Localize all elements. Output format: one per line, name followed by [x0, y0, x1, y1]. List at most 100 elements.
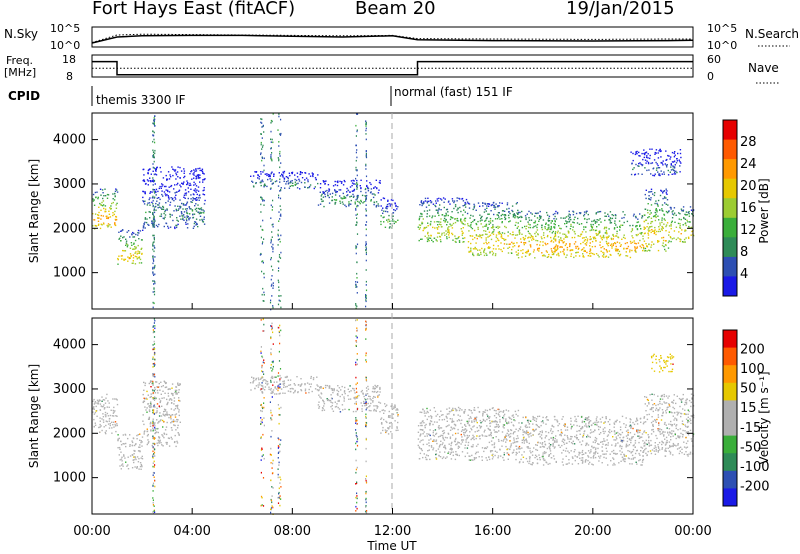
nave-tick-bottom: 0: [707, 70, 714, 83]
velocity-colorbar-tick-7: -200: [740, 479, 770, 494]
power-band-4: [317, 179, 381, 208]
nsearch-tick-top: 10^5: [707, 22, 737, 35]
xtick-label-5: 20:00: [574, 524, 611, 539]
nsky-label: N.Sky: [4, 27, 38, 41]
velocity-vertical-streaks: [152, 318, 368, 515]
velocity-colorbar-swatch-5: [723, 418, 737, 437]
power-band-3: [250, 170, 319, 190]
velocity-colorbar-label: Velocity [m s⁻¹]: [757, 371, 771, 464]
velocity-colorbar-swatch-8: [723, 470, 737, 489]
velocity-colorbar-tick-0: 200: [740, 343, 765, 358]
velocity-ytick-label-3: 4000: [53, 338, 86, 353]
nsky-tick-top: 10^5: [50, 22, 80, 35]
cpid-mode-1: normal (fast) 151 IF: [394, 85, 513, 99]
power-band-2: [142, 166, 206, 230]
power-band-0: [92, 188, 119, 230]
velocity-colorbar-swatch-6: [723, 435, 737, 454]
power-ytick-label-3: 4000: [53, 133, 86, 148]
xtick-label-0: 00:00: [73, 524, 110, 539]
power-yaxis: 1000 2000 3000 4000: [53, 133, 693, 281]
nsky-panel-frame: [91, 26, 694, 48]
beam-label: Beam 20: [355, 0, 436, 19]
velocity-colorbar-swatch-4: [723, 400, 737, 419]
velocity-band-1: [117, 433, 144, 470]
station-title: Fort Hays East (fitACF): [92, 0, 295, 19]
xtick-label-6: 00:00: [674, 524, 711, 539]
nsky-tick-bottom: 10^0: [50, 39, 80, 52]
velocity-colorbar: 200 100 50 15 -15 -50 -100 -200: [722, 329, 770, 507]
velocity-colorbar-swatch-7: [723, 453, 737, 472]
power-colorbar-swatch-8: [723, 276, 737, 297]
xtick-label-2: 08:00: [274, 524, 311, 539]
velocity-ylabel: Slant Range [km]: [27, 364, 41, 468]
velocity-band-2: [142, 380, 181, 448]
velocity-ytick-label-1: 2000: [53, 426, 86, 441]
velocity-band-6: [417, 406, 520, 461]
velocity-band-3: [249, 375, 319, 395]
freq-tick-top: 18: [62, 53, 76, 66]
power-colorbar-swatch-7: [723, 256, 737, 277]
cpid-mode-0: themis 3300 IF: [96, 93, 186, 107]
velocity-colorbar-swatch-9: [723, 488, 737, 507]
power-scatter-group: [92, 113, 695, 311]
power-band-5: [380, 197, 399, 229]
velocity-yaxis: 1000 2000 3000 4000: [53, 338, 693, 486]
velocity-ytick-label-0: 1000: [53, 471, 86, 486]
power-band-6: [417, 197, 469, 243]
power-ytick-label-2: 3000: [53, 177, 86, 192]
velocity-band-8: [643, 393, 695, 457]
power-colorbar-frame: [722, 119, 738, 297]
nsearch-tick-bottom: 10^0: [707, 39, 737, 52]
power-band-9: [643, 188, 670, 252]
velocity-colorbar-tick-2: 50: [740, 382, 757, 397]
freq-series-line: [92, 60, 693, 76]
freq-label: Freq.: [6, 54, 33, 67]
velocity-colorbar-frame: [722, 329, 738, 507]
power-colorbar: 28 24 20 16 12 8 4: [722, 119, 757, 297]
nsky-series-line: [91, 34, 694, 44]
freq-panel-frame: [91, 54, 694, 78]
nave-tick-top: 60: [707, 53, 721, 66]
velocity-colorbar-tick-6: -100: [740, 460, 770, 475]
cpid-label: CPID: [8, 89, 40, 103]
velocity-colorbar-tick-1: 100: [740, 362, 765, 377]
power-colorbar-swatch-6: [723, 237, 737, 258]
power-band-1: [117, 229, 144, 265]
power-colorbar-swatch-2: [723, 159, 737, 180]
power-band-8: [517, 210, 645, 259]
velocity-scatter-group: [92, 318, 695, 515]
power-vertical-streaks: [152, 113, 368, 311]
power-colorbar-swatch-3: [723, 178, 737, 199]
velocity-band-7: [517, 415, 645, 466]
velocity-colorbar-swatch-2: [723, 365, 737, 384]
freq-unit-label: [MHz]: [4, 66, 36, 79]
velocity-colorbar-swatch-0: [723, 330, 737, 349]
power-ytick-label-1: 2000: [53, 221, 86, 236]
power-colorbar-label: Power [dB]: [757, 178, 771, 243]
power-band-10: [668, 206, 695, 243]
power-colorbar-swatch-0: [723, 120, 737, 141]
time-axis-label: Time UT: [366, 539, 417, 553]
time-axis: 00:00 04:00 08:00 12:00 16:00 20:00 00:00: [73, 303, 712, 539]
velocity-colorbar-swatch-3: [723, 382, 737, 401]
nave-label: Nave: [748, 61, 779, 75]
freq-tick-bottom: 8: [66, 70, 73, 83]
velocity-band-5: [380, 403, 399, 435]
velocity-colorbar-tick-4: -15: [740, 421, 761, 436]
date-label: 19/Jan/2015: [566, 0, 675, 19]
power-colorbar-tick-4: 12: [740, 223, 757, 238]
velocity-colorbar-tick-3: 15: [740, 401, 757, 416]
power-colorbar-swatch-1: [723, 139, 737, 160]
power-colorbar-tick-0: 28: [740, 135, 757, 150]
xtick-label-3: 12:00: [374, 524, 411, 539]
power-colorbar-tick-2: 20: [740, 179, 757, 194]
velocity-ytick-label-2: 3000: [53, 382, 86, 397]
xtick-label-4: 16:00: [474, 524, 511, 539]
power-colorbar-tick-3: 16: [740, 201, 757, 216]
power-colorbar-tick-6: 4: [740, 267, 748, 282]
velocity-band-0: [92, 393, 119, 435]
power-band-7: [467, 201, 520, 257]
power-colorbar-swatch-5: [723, 217, 737, 238]
velocity-colorbar-tick-5: -50: [740, 440, 761, 455]
